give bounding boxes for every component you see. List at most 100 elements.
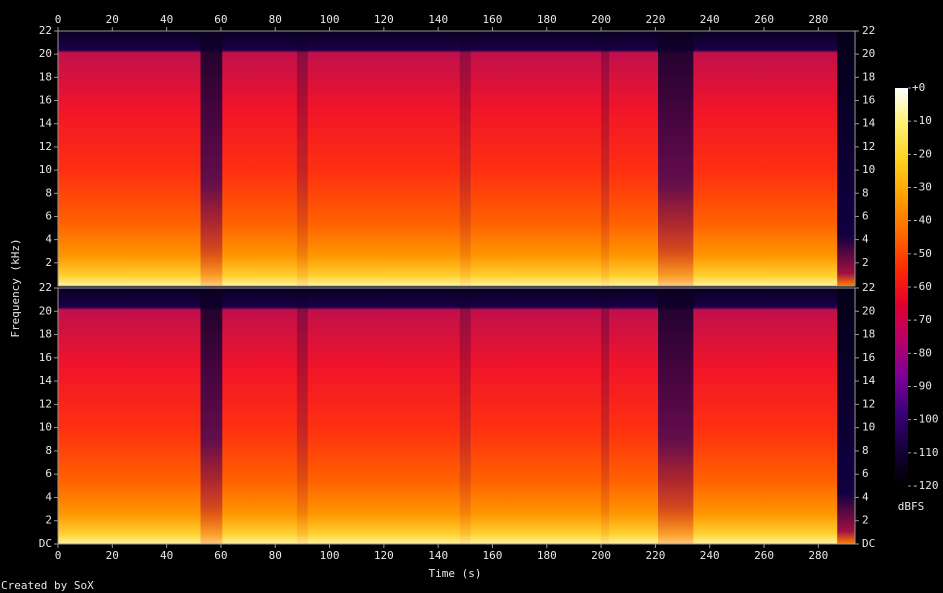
y-tick-label: 6 <box>45 209 52 222</box>
x-tick-label: 20 <box>106 13 119 26</box>
y-tick-label: 12 <box>862 140 875 153</box>
y-tick-label: 22 <box>862 24 875 37</box>
colorbar-tick-label: -110 <box>912 446 939 459</box>
y-tick-label: 8 <box>862 186 869 199</box>
y-tick-label: 20 <box>862 304 875 317</box>
x-tick-label: 0 <box>55 549 62 562</box>
x-tick-label: 220 <box>645 13 665 26</box>
x-tick-label: 120 <box>374 13 394 26</box>
y-tick-label: DC <box>39 537 52 550</box>
colorbar-tick-label: -40 <box>912 214 932 227</box>
x-tick-label: 40 <box>160 549 173 562</box>
y-tick-label: 14 <box>39 374 53 387</box>
colorbar-tick-label: -10 <box>912 114 932 127</box>
y-tick-label: 2 <box>45 256 52 269</box>
x-tick-label: 200 <box>591 13 611 26</box>
x-tick-label: 40 <box>160 13 173 26</box>
y-tick-label: 14 <box>862 117 876 130</box>
x-tick-label: 260 <box>754 13 774 26</box>
x-tick-label: 80 <box>269 549 282 562</box>
y-tick-label: 8 <box>45 186 52 199</box>
x-tick-label: 120 <box>374 549 394 562</box>
y-tick-label: 22 <box>862 281 875 294</box>
quiet-band <box>459 288 471 544</box>
footnote: Created by SoX <box>1 579 94 592</box>
y-tick-label: 12 <box>862 397 875 410</box>
plot-frame <box>57 287 856 545</box>
colorbar-tick-label: +0 <box>912 81 925 94</box>
y-tick-label: 10 <box>862 163 875 176</box>
colorbar-tick-label: -50 <box>912 247 932 260</box>
x-tick-label: 240 <box>700 13 720 26</box>
colorbar-tick-label: -30 <box>912 181 932 194</box>
y-tick-label: 8 <box>862 444 869 457</box>
y-axis-label: Frequency (kHz) <box>9 238 22 337</box>
y-tick-label: 4 <box>45 490 52 503</box>
spectrum-tail <box>837 288 855 544</box>
y-tick-label: 10 <box>862 421 875 434</box>
y-tick-label: 2 <box>862 514 869 527</box>
x-axis-label: Time (s) <box>429 567 482 580</box>
quiet-band <box>601 31 610 286</box>
y-tick-label: 18 <box>862 70 875 83</box>
x-tick-label: 280 <box>808 13 828 26</box>
x-tick-label: 100 <box>320 13 340 26</box>
quiet-band <box>296 288 308 544</box>
y-tick-label: 18 <box>39 70 52 83</box>
x-tick-label: 180 <box>537 13 557 26</box>
x-tick-label: 280 <box>808 549 828 562</box>
y-tick-label: 18 <box>39 328 52 341</box>
spectrum <box>58 31 855 286</box>
quiet-band <box>459 31 471 286</box>
spectrum-tail <box>837 31 855 286</box>
colorbar-tick-label: -90 <box>912 380 932 393</box>
spectrum <box>58 288 855 544</box>
quiet-band <box>658 31 694 286</box>
y-tick-label: 18 <box>862 328 875 341</box>
colorbar-tick-label: -120 <box>912 479 939 492</box>
quiet-band <box>658 288 694 544</box>
y-tick-label: 10 <box>39 163 52 176</box>
y-tick-label: 16 <box>39 94 52 107</box>
y-tick-label: 8 <box>45 444 52 457</box>
colorbar-tick-label: -60 <box>912 280 932 293</box>
x-tick-label: 180 <box>537 549 557 562</box>
y-tick-label: 4 <box>862 490 869 503</box>
y-tick-label: 6 <box>862 467 869 480</box>
colorbar <box>895 88 908 486</box>
x-tick-label: 260 <box>754 549 774 562</box>
x-tick-label: 0 <box>55 13 62 26</box>
y-tick-label: 16 <box>862 351 875 364</box>
colorbar-tick-label: -70 <box>912 313 932 326</box>
x-tick-label: 60 <box>214 549 227 562</box>
y-tick-label: 6 <box>862 209 869 222</box>
quiet-band <box>200 288 223 544</box>
y-tick-label: 22 <box>39 24 52 37</box>
x-tick-label: 60 <box>214 13 227 26</box>
y-tick-label: 4 <box>45 233 52 246</box>
y-tick-label: 14 <box>862 374 876 387</box>
colorbar-tick-label: -100 <box>912 413 939 426</box>
colorbar-label: dBFS <box>898 500 925 513</box>
y-tick-label: 4 <box>862 233 869 246</box>
y-tick-label: 16 <box>39 351 52 364</box>
x-tick-label: 220 <box>645 549 665 562</box>
y-tick-label: 14 <box>39 117 53 130</box>
x-tick-label: 140 <box>428 13 448 26</box>
y-tick-label: 12 <box>39 397 52 410</box>
x-tick-label: 240 <box>700 549 720 562</box>
colorbar-tick-label: -20 <box>912 147 932 160</box>
x-tick-label: 20 <box>106 549 119 562</box>
x-tick-label: 160 <box>483 13 503 26</box>
x-tick-label: 160 <box>483 549 503 562</box>
y-tick-label: 16 <box>862 94 875 107</box>
plot-frame <box>57 30 856 287</box>
x-tick-label: 100 <box>320 549 340 562</box>
x-tick-label: 80 <box>269 13 282 26</box>
y-tick-label: 2 <box>45 514 52 527</box>
y-tick-label: 6 <box>45 467 52 480</box>
y-tick-label: 22 <box>39 281 52 294</box>
quiet-band <box>601 288 610 544</box>
y-tick-label: DC <box>862 537 875 550</box>
